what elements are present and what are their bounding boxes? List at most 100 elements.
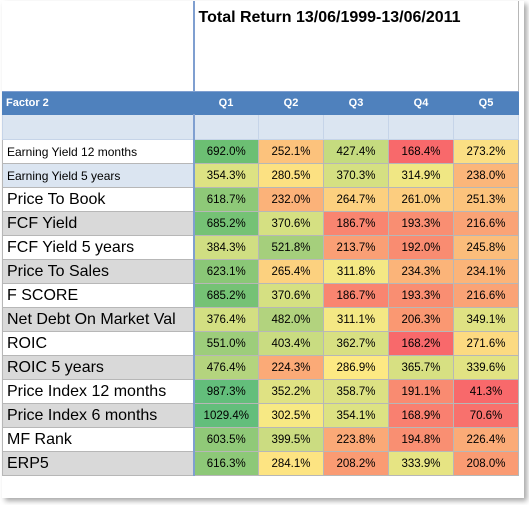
header-q5[interactable]: Q5	[453, 91, 519, 115]
table-row: MF Rank 603.5% 399.5% 223.8% 194.8% 226.4%	[2, 427, 519, 452]
factor-label[interactable]: Price Index 12 months	[2, 379, 195, 404]
return-cell-q3[interactable]: 370.3%	[323, 163, 389, 188]
header-q1[interactable]: Q1	[193, 91, 259, 115]
return-cell-q2[interactable]: 265.4%	[258, 259, 324, 284]
return-cell-q2[interactable]: 482.0%	[258, 307, 324, 332]
return-cell-q1[interactable]: 376.4%	[193, 307, 259, 332]
return-cell-q2[interactable]: 280.5%	[258, 163, 324, 188]
return-cell-q4[interactable]: 191.1%	[388, 379, 454, 404]
return-cell-q3[interactable]: 311.8%	[323, 259, 389, 284]
return-cell-q3[interactable]: 186.7%	[323, 211, 389, 236]
factor-header[interactable]: Factor 2	[2, 91, 194, 115]
return-cell-q4[interactable]: 261.0%	[388, 187, 454, 212]
return-cell-q1[interactable]: 987.3%	[193, 379, 259, 404]
factor-label[interactable]: Earning Yield 5 years	[2, 163, 195, 188]
factor-label[interactable]: Net Debt On Market Val	[2, 307, 195, 332]
return-cell-q5[interactable]: 70.6%	[453, 403, 519, 428]
return-cell-q3[interactable]: 208.2%	[323, 451, 389, 476]
return-cell-q5[interactable]: 271.6%	[453, 331, 519, 356]
return-cell-q2[interactable]: 224.3%	[258, 355, 324, 380]
return-cell-q2[interactable]: 232.0%	[258, 187, 324, 212]
return-cell-q3[interactable]: 286.9%	[323, 355, 389, 380]
return-cell-q5[interactable]: 273.2%	[453, 139, 519, 164]
return-cell-q4[interactable]: 168.4%	[388, 139, 454, 164]
return-cell-q4[interactable]: 365.7%	[388, 355, 454, 380]
factor-label[interactable]: FCF Yield	[2, 211, 195, 236]
return-cell-q2[interactable]: 252.1%	[258, 139, 324, 164]
return-cell-q5[interactable]: 245.8%	[453, 235, 519, 260]
return-cell-q4[interactable]: 234.3%	[388, 259, 454, 284]
return-cell-q4[interactable]: 168.9%	[388, 403, 454, 428]
return-cell-q5[interactable]: 339.6%	[453, 355, 519, 380]
return-cell-q5[interactable]: 216.6%	[453, 283, 519, 308]
table-row: ERP5 616.3% 284.1% 208.2% 333.9% 208.0%	[2, 451, 519, 476]
return-cell-q4[interactable]: 333.9%	[388, 451, 454, 476]
factor-label[interactable]: ROIC 5 years	[2, 355, 195, 380]
empty-cell[interactable]	[453, 114, 519, 140]
header-q3[interactable]: Q3	[323, 91, 389, 115]
return-cell-q1[interactable]: 1029.4%	[193, 403, 259, 428]
factor-label[interactable]: ERP5	[2, 451, 195, 476]
return-cell-q1[interactable]: 685.2%	[193, 283, 259, 308]
return-cell-q5[interactable]: 226.4%	[453, 427, 519, 452]
return-cell-q4[interactable]: 192.0%	[388, 235, 454, 260]
return-cell-q1[interactable]: 616.3%	[193, 451, 259, 476]
return-cell-q3[interactable]: 358.7%	[323, 379, 389, 404]
empty-cell[interactable]	[258, 114, 324, 140]
return-cell-q1[interactable]: 551.0%	[193, 331, 259, 356]
return-cell-q2[interactable]: 403.4%	[258, 331, 324, 356]
empty-cell[interactable]	[193, 114, 259, 140]
empty-cell[interactable]	[388, 114, 454, 140]
return-cell-q3[interactable]: 427.4%	[323, 139, 389, 164]
return-cell-q5[interactable]: 208.0%	[453, 451, 519, 476]
empty-cell[interactable]	[2, 1, 194, 92]
return-cell-q3[interactable]: 223.8%	[323, 427, 389, 452]
return-cell-q1[interactable]: 623.1%	[193, 259, 259, 284]
return-cell-q5[interactable]: 41.3%	[453, 379, 519, 404]
empty-cell[interactable]	[323, 114, 389, 140]
factor-label[interactable]: ROIC	[2, 331, 195, 356]
return-cell-q2[interactable]: 370.6%	[258, 211, 324, 236]
return-cell-q1[interactable]: 603.5%	[193, 427, 259, 452]
header-q4[interactable]: Q4	[388, 91, 454, 115]
empty-cell[interactable]	[2, 114, 195, 140]
return-cell-q3[interactable]: 264.7%	[323, 187, 389, 212]
return-cell-q4[interactable]: 168.2%	[388, 331, 454, 356]
factor-label[interactable]: Earning Yield 12 months	[2, 139, 195, 164]
factor-label[interactable]: F SCORE	[2, 283, 195, 308]
return-cell-q1[interactable]: 354.3%	[193, 163, 259, 188]
return-cell-q3[interactable]: 311.1%	[323, 307, 389, 332]
return-cell-q4[interactable]: 194.8%	[388, 427, 454, 452]
return-cell-q3[interactable]: 213.7%	[323, 235, 389, 260]
return-cell-q4[interactable]: 193.3%	[388, 283, 454, 308]
table-title[interactable]: Total Return 13/06/1999-13/06/2011	[192, 1, 519, 92]
return-cell-q2[interactable]: 399.5%	[258, 427, 324, 452]
return-cell-q5[interactable]: 238.0%	[453, 163, 519, 188]
return-cell-q3[interactable]: 186.7%	[323, 283, 389, 308]
factor-label[interactable]: Price Index 6 months	[2, 403, 195, 428]
return-cell-q2[interactable]: 352.2%	[258, 379, 324, 404]
return-cell-q5[interactable]: 251.3%	[453, 187, 519, 212]
return-cell-q1[interactable]: 476.4%	[193, 355, 259, 380]
header-q2[interactable]: Q2	[258, 91, 324, 115]
return-cell-q5[interactable]: 216.6%	[453, 211, 519, 236]
return-cell-q5[interactable]: 234.1%	[453, 259, 519, 284]
return-cell-q2[interactable]: 302.5%	[258, 403, 324, 428]
return-cell-q2[interactable]: 284.1%	[258, 451, 324, 476]
return-cell-q4[interactable]: 206.3%	[388, 307, 454, 332]
return-cell-q1[interactable]: 384.3%	[193, 235, 259, 260]
return-cell-q2[interactable]: 521.8%	[258, 235, 324, 260]
return-cell-q1[interactable]: 692.0%	[193, 139, 259, 164]
factor-label[interactable]: MF Rank	[2, 427, 195, 452]
return-cell-q4[interactable]: 314.9%	[388, 163, 454, 188]
return-cell-q3[interactable]: 354.1%	[323, 403, 389, 428]
return-cell-q5[interactable]: 349.1%	[453, 307, 519, 332]
return-cell-q3[interactable]: 362.7%	[323, 331, 389, 356]
factor-label[interactable]: Price To Sales	[2, 259, 195, 284]
factor-label[interactable]: Price To Book	[2, 187, 195, 212]
return-cell-q4[interactable]: 193.3%	[388, 211, 454, 236]
return-cell-q1[interactable]: 618.7%	[193, 187, 259, 212]
return-cell-q1[interactable]: 685.2%	[193, 211, 259, 236]
factor-label[interactable]: FCF Yield 5 years	[2, 235, 195, 260]
return-cell-q2[interactable]: 370.6%	[258, 283, 324, 308]
